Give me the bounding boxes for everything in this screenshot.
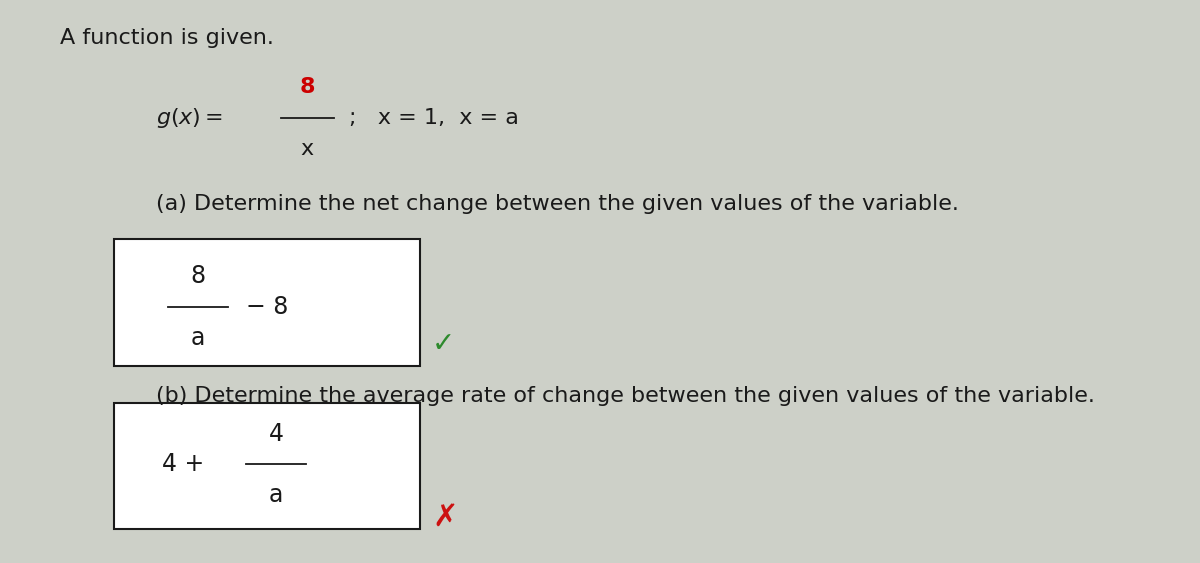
Text: − 8: − 8 bbox=[246, 295, 288, 319]
Text: (b) Determine the average rate of change between the given values of the variabl: (b) Determine the average rate of change… bbox=[156, 386, 1094, 406]
FancyBboxPatch shape bbox=[114, 403, 420, 529]
Text: a: a bbox=[269, 484, 283, 507]
Text: ;   x = 1,  x = a: ; x = 1, x = a bbox=[349, 108, 520, 128]
Text: ✓: ✓ bbox=[432, 329, 455, 358]
Text: ✗: ✗ bbox=[432, 503, 457, 532]
FancyBboxPatch shape bbox=[114, 239, 420, 366]
Text: 4 +: 4 + bbox=[162, 453, 204, 476]
Text: a: a bbox=[191, 326, 205, 350]
Text: 8: 8 bbox=[191, 264, 205, 288]
Text: A function is given.: A function is given. bbox=[60, 28, 274, 48]
Text: 8: 8 bbox=[300, 77, 314, 97]
Text: (a) Determine the net change between the given values of the variable.: (a) Determine the net change between the… bbox=[156, 194, 959, 215]
Text: $g(x) = $: $g(x) = $ bbox=[156, 106, 223, 130]
Text: x: x bbox=[301, 139, 313, 159]
Text: 4: 4 bbox=[269, 422, 283, 445]
